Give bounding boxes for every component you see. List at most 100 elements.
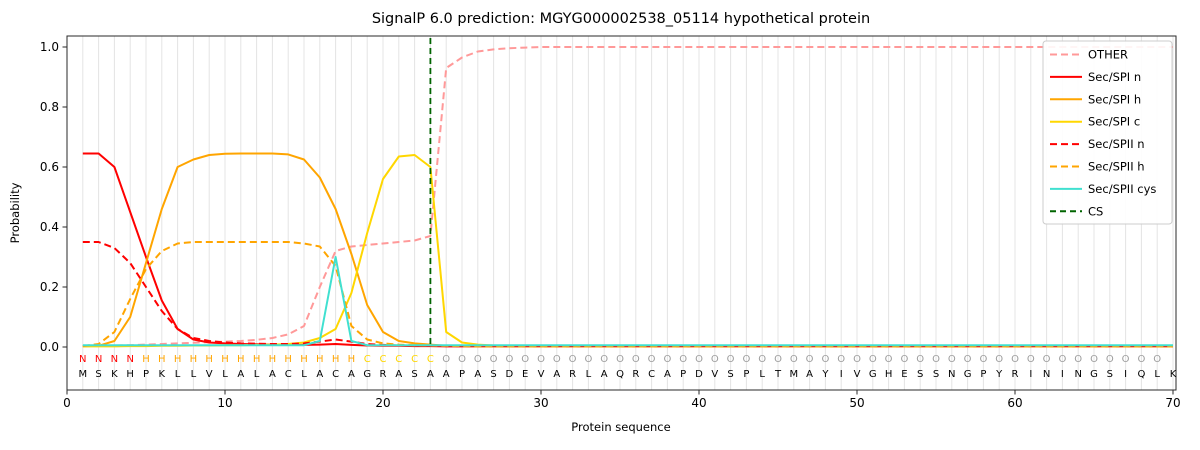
sequence-letter: G	[869, 369, 877, 380]
region-letter: H	[174, 354, 182, 365]
region-letter: O	[584, 354, 592, 365]
y-tick-label: 0.0	[40, 340, 59, 354]
region-letter: H	[158, 354, 166, 365]
region-letter: H	[221, 354, 229, 365]
region-letter: O	[916, 354, 924, 365]
region-letter: O	[837, 354, 845, 365]
sequence-letter: Q	[616, 369, 624, 380]
y-tick-label: 0.8	[40, 100, 59, 114]
x-tick-label: 10	[217, 396, 232, 410]
region-letter: O	[711, 354, 719, 365]
legend-label: Sec/SPI h	[1088, 92, 1141, 106]
sequence-letter: I	[1061, 369, 1064, 380]
region-letter: O	[727, 354, 735, 365]
sequence-letter: K	[111, 369, 118, 380]
sequence-letter: T	[774, 369, 782, 380]
sequence-letter: S	[933, 369, 939, 380]
x-axis-label: Protein sequence	[571, 420, 670, 434]
region-letter: O	[1137, 354, 1145, 365]
region-letter: C	[395, 354, 402, 365]
region-letter: O	[490, 354, 498, 365]
sequence-letter: C	[648, 369, 655, 380]
region-letter: C	[411, 354, 418, 365]
legend-label: Sec/SPII cys	[1088, 182, 1156, 196]
region-letter: O	[995, 354, 1003, 365]
region-letter: O	[1074, 354, 1082, 365]
sequence-letter: D	[506, 369, 514, 380]
sequence-letter: Q	[1137, 369, 1145, 380]
region-letter: H	[237, 354, 245, 365]
region-letter: O	[869, 354, 877, 365]
x-tick-label: 50	[849, 396, 864, 410]
sequence-letter: L	[759, 369, 765, 380]
region-letter: C	[380, 354, 387, 365]
region-letter: O	[821, 354, 829, 365]
region-letter: O	[537, 354, 545, 365]
plot-border	[66, 35, 1177, 391]
x-tick-label: 30	[533, 396, 548, 410]
sequence-letter: S	[727, 369, 733, 380]
sequence-letter: G	[964, 369, 972, 380]
x-tick-label: 60	[1007, 396, 1022, 410]
x-tick-label: 40	[691, 396, 706, 410]
region-letter: O	[774, 354, 782, 365]
sequence-letter: H	[126, 369, 134, 380]
series-line-sec-spi-h	[82, 152, 1173, 348]
region-letter: N	[111, 354, 118, 365]
series-line-sec-spii-n	[82, 241, 1173, 348]
sequence-letter: R	[632, 369, 639, 380]
sequence-letter: A	[269, 369, 276, 380]
sequence-letter: R	[569, 369, 576, 380]
sequence-letter: I	[840, 369, 843, 380]
region-letter: O	[679, 354, 687, 365]
region-letter: O	[742, 354, 750, 365]
sequence-letter: A	[664, 369, 671, 380]
region-letter: O	[900, 354, 908, 365]
sequence-letter: A	[237, 369, 244, 380]
region-letter: O	[1058, 354, 1066, 365]
sequence-letter: S	[1107, 369, 1113, 380]
region-letter: O	[1106, 354, 1114, 365]
legend-label: Sec/SPI n	[1088, 70, 1141, 84]
sequence-letter: E	[901, 369, 907, 380]
sequence-letter: L	[301, 369, 307, 380]
region-letter: H	[205, 354, 213, 365]
series-line-sec-spi-n	[82, 152, 1173, 348]
region-letter: O	[442, 354, 450, 365]
sequence-letter: P	[143, 369, 149, 380]
region-letter: O	[505, 354, 513, 365]
region-letter: H	[253, 354, 261, 365]
sequence-letter: R	[380, 369, 387, 380]
region-letter: H	[300, 354, 308, 365]
region-letter: O	[648, 354, 656, 365]
sequence-letter: V	[538, 369, 545, 380]
sequence-letter: Y	[995, 369, 1003, 380]
sequence-letter: N	[948, 369, 955, 380]
sequence-letter: L	[175, 369, 181, 380]
sequence-letter: M	[78, 369, 87, 380]
region-letter: O	[569, 354, 577, 365]
legend-box	[1042, 40, 1173, 225]
sequence-letter: A	[474, 369, 481, 380]
series-line-sec-spii-cys	[82, 256, 1173, 347]
sequence-letter: C	[332, 369, 339, 380]
sequence-letter: P	[459, 369, 465, 380]
sequence-letter: Y	[821, 369, 829, 380]
y-tick-label: 0.4	[40, 220, 59, 234]
sequence-letter: P	[680, 369, 686, 380]
sequence-letter: N	[1043, 369, 1050, 380]
legend: OTHER Sec/SPI n Sec/SPI h Sec/SPI c Sec/SPII…	[1042, 40, 1173, 225]
sequence-letter: L	[191, 369, 197, 380]
sequence-letter: S	[95, 369, 101, 380]
legend-label: Sec/SPII h	[1088, 160, 1145, 174]
sequence-letter: D	[695, 369, 703, 380]
y-tick-label: 0.2	[40, 280, 59, 294]
chart-title: SignalP 6.0 prediction: MGYG000002538_05…	[372, 11, 870, 27]
region-letter: O	[853, 354, 861, 365]
region-letter: H	[316, 354, 324, 365]
region-letter: O	[521, 354, 529, 365]
region-letter: N	[95, 354, 102, 365]
sequence-letter: K	[159, 369, 166, 380]
x-tick-label: 0	[63, 396, 71, 410]
